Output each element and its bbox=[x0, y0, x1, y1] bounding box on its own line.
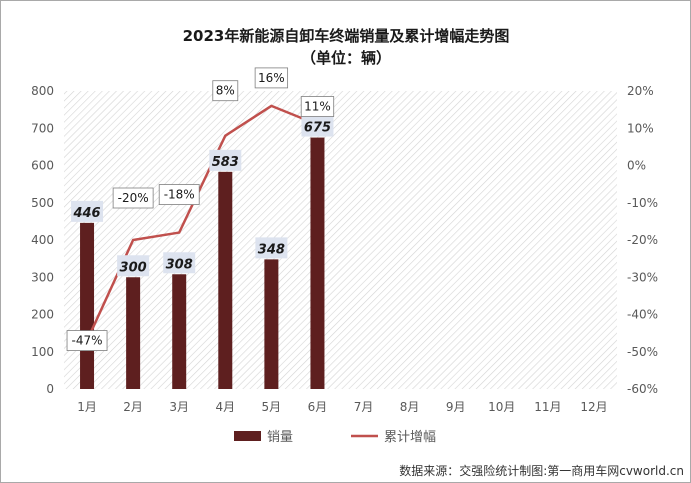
x-axis-tick-label: 10月 bbox=[488, 400, 515, 414]
right-axis-tick-label: 10% bbox=[627, 121, 654, 135]
x-axis-tick-label: 6月 bbox=[308, 400, 328, 414]
left-axis-tick-label: 800 bbox=[31, 84, 54, 98]
bar-value-label: 308 bbox=[166, 257, 193, 272]
left-axis-tick-label: 100 bbox=[31, 345, 54, 359]
chart-subtitle: （单位：辆） bbox=[301, 49, 391, 67]
growth-label: -47% bbox=[72, 334, 103, 348]
right-axis-tick-label: -20% bbox=[627, 233, 658, 247]
bar-sales-4 bbox=[218, 171, 233, 389]
x-axis-tick-label: 5月 bbox=[262, 400, 282, 414]
bar-sales-1 bbox=[80, 222, 95, 389]
growth-label-box bbox=[112, 187, 154, 209]
left-axis-tick-label: 300 bbox=[31, 270, 54, 284]
bar-value-label-box bbox=[163, 252, 196, 274]
left-axis-tick-label: 200 bbox=[31, 308, 54, 322]
growth-label: 16% bbox=[258, 71, 285, 85]
bar-value-label-box bbox=[209, 149, 242, 171]
bar-sales-6 bbox=[310, 137, 325, 389]
growth-label-box bbox=[300, 96, 335, 117]
data-source-note: 数据来源：交强险统计制图:第一商用车网cvworld.cn bbox=[399, 463, 684, 478]
legend-label-growth: 累计增幅 bbox=[384, 430, 436, 445]
bar-value-label: 300 bbox=[120, 260, 147, 275]
x-axis-tick-label: 9月 bbox=[446, 400, 466, 414]
x-axis-tick-label: 11月 bbox=[534, 400, 561, 414]
growth-label-box bbox=[212, 80, 239, 102]
growth-label-box bbox=[254, 67, 289, 89]
x-axis-tick-label: 12月 bbox=[580, 400, 607, 414]
right-axis-tick-label: -60% bbox=[627, 382, 658, 396]
bar-sales-5 bbox=[264, 259, 279, 389]
bar-value-label-box bbox=[117, 255, 150, 277]
left-axis-tick-label: 400 bbox=[31, 233, 54, 247]
bar-sales-2 bbox=[126, 277, 141, 389]
bar-value-label: 675 bbox=[304, 121, 331, 136]
legend-label-sales: 销量 bbox=[267, 430, 293, 445]
growth-label: -20% bbox=[118, 191, 149, 205]
right-axis-tick-label: -10% bbox=[627, 196, 658, 210]
left-axis-tick-label: 0 bbox=[46, 382, 54, 396]
x-axis-tick-label: 1月 bbox=[77, 400, 97, 414]
bar-value-label-box bbox=[71, 200, 104, 222]
bar-value-label: 348 bbox=[258, 242, 285, 257]
right-axis-tick-label: 20% bbox=[627, 84, 654, 98]
left-axis-tick-label: 700 bbox=[31, 121, 54, 135]
x-axis-tick-label: 7月 bbox=[354, 400, 374, 414]
left-axis-tick-label: 600 bbox=[31, 159, 54, 173]
growth-label-box bbox=[158, 184, 200, 205]
right-axis-tick-label: -50% bbox=[627, 345, 658, 359]
plot-area bbox=[64, 91, 617, 389]
growth-label: -18% bbox=[164, 188, 195, 202]
x-axis-tick-label: 8月 bbox=[400, 400, 420, 414]
right-axis-tick-label: 0% bbox=[627, 159, 646, 173]
left-axis-tick-label: 500 bbox=[31, 196, 54, 210]
x-axis-tick-label: 3月 bbox=[169, 400, 189, 414]
right-axis-tick-label: -40% bbox=[627, 308, 658, 322]
right-axis-tick-label: -30% bbox=[627, 270, 658, 284]
bar-value-label-box bbox=[301, 115, 334, 137]
growth-label: 11% bbox=[304, 100, 331, 114]
legend-swatch-sales bbox=[234, 431, 261, 441]
growth-label: 8% bbox=[216, 84, 235, 98]
bar-value-label: 583 bbox=[212, 155, 239, 170]
bar-value-label: 446 bbox=[72, 206, 100, 221]
x-axis-tick-label: 4月 bbox=[215, 400, 235, 414]
bar-value-label-box bbox=[255, 237, 288, 259]
bar-sales-3 bbox=[172, 274, 187, 389]
chart-title: 2023年新能源自卸车终端销量及累计增幅走势图 bbox=[183, 27, 510, 45]
x-axis-tick-label: 2月 bbox=[123, 400, 143, 414]
growth-label-box bbox=[66, 330, 108, 351]
